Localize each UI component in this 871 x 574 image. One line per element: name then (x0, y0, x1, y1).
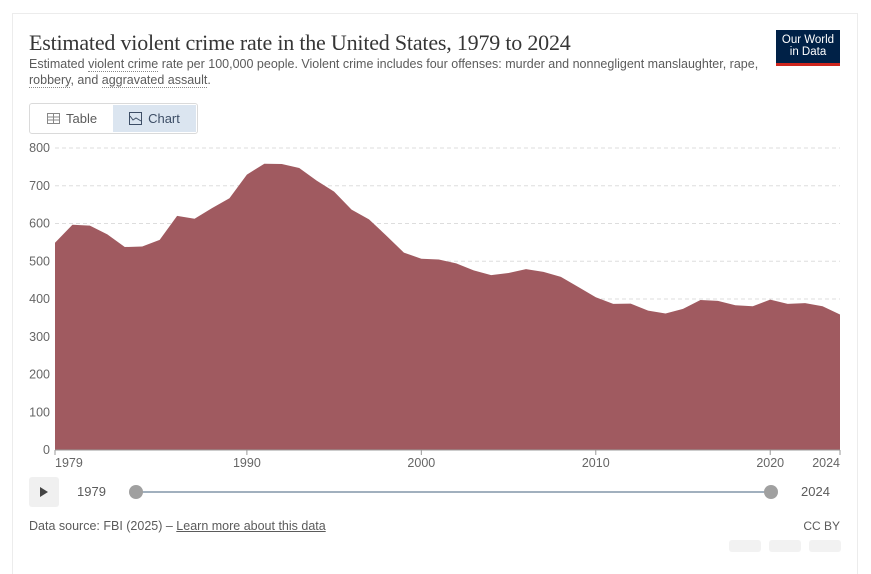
timeline-end-handle[interactable] (764, 485, 778, 499)
y-tick-label: 800 (29, 141, 50, 155)
download-button[interactable] (729, 540, 761, 552)
aggravated-assault-link[interactable]: aggravated assault (101, 73, 208, 88)
x-tick-label: 2020 (756, 456, 784, 470)
violent-crime-link[interactable]: violent crime (88, 57, 159, 72)
view-tabs: Table Chart (29, 103, 198, 134)
y-tick-label: 500 (29, 254, 50, 268)
subtitle: Estimated violent crime rate per 100,000… (29, 56, 759, 88)
timeline-track[interactable] (136, 491, 772, 493)
x-tick-label: 2010 (582, 456, 610, 470)
play-icon (40, 487, 48, 497)
chart-card (12, 13, 858, 574)
timeline-end-label: 2024 (801, 484, 830, 499)
robbery-link[interactable]: robbery (29, 73, 71, 88)
source-text: Data source: FBI (2025) – (29, 519, 177, 533)
tab-table[interactable]: Table (31, 105, 113, 132)
y-tick-label: 300 (29, 330, 50, 344)
subtitle-text: Estimated (29, 57, 89, 71)
data-source: Data source: FBI (2025) – Learn more abo… (29, 519, 326, 533)
y-tick-label: 100 (29, 405, 50, 419)
page-title: Estimated violent crime rate in the Unit… (29, 30, 571, 55)
timeline-start-label: 1979 (77, 484, 106, 499)
timeline-start-handle[interactable] (129, 485, 143, 499)
owid-logo[interactable]: Our World in Data (776, 30, 840, 66)
y-tick-label: 0 (43, 443, 50, 457)
x-tick-label: 2024 (812, 456, 840, 470)
learn-more-link[interactable]: Learn more about this data (176, 519, 326, 533)
area-chart: 0 100 200 300 400 500 600 700 800 1979 1990 2000 201… (29, 141, 841, 470)
subtitle-text: , and (70, 73, 102, 87)
y-tick-label: 400 (29, 292, 50, 306)
tab-label: Chart (148, 111, 180, 126)
y-tick-label: 600 (29, 217, 50, 231)
area-series (55, 163, 840, 451)
license[interactable]: CC BY (803, 519, 840, 533)
x-tick-label: 1979 (55, 456, 83, 470)
share-button[interactable] (769, 540, 801, 552)
fullscreen-button[interactable] (809, 540, 841, 552)
subtitle-text: rate per 100,000 people. Violent crime i… (158, 57, 759, 71)
tab-label: Table (66, 111, 98, 126)
chart-icon (129, 112, 143, 125)
x-tick-label: 1990 (233, 456, 261, 470)
y-tick-label: 200 (29, 368, 50, 382)
x-tick-label: 2000 (407, 456, 435, 470)
table-icon (47, 113, 60, 124)
tab-chart[interactable]: Chart (113, 105, 196, 132)
play-button[interactable] (29, 477, 59, 507)
subtitle-text: . (207, 73, 211, 87)
y-tick-label: 700 (29, 179, 50, 193)
